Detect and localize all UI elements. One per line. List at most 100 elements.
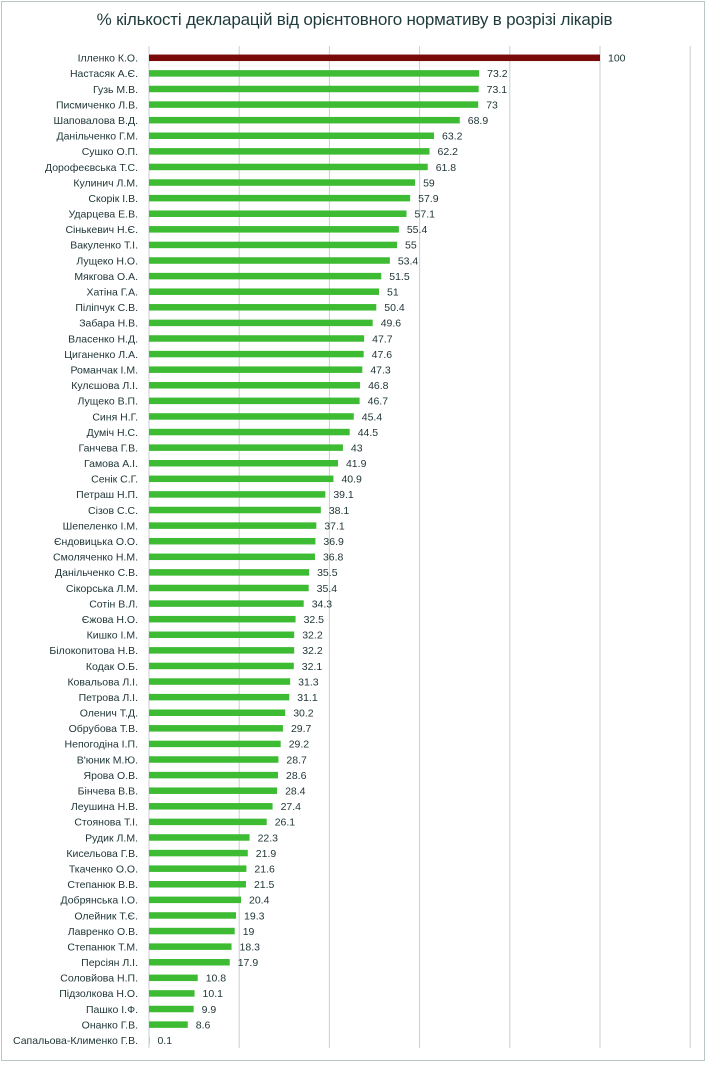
bar xyxy=(149,319,373,327)
value-label: 41.9 xyxy=(346,458,367,470)
value-label: 73.1 xyxy=(487,84,508,96)
value-label: 0.1 xyxy=(157,1035,172,1047)
value-label: 35.4 xyxy=(317,583,338,595)
value-label: 17.9 xyxy=(238,957,259,969)
bars xyxy=(149,54,600,1044)
bar xyxy=(149,725,283,732)
category-label: Непогодіна І.П. xyxy=(65,739,138,751)
category-label: Сотін В.Л. xyxy=(89,598,138,610)
category-label: Вакуленко Т.І. xyxy=(70,240,138,252)
value-label: 47.6 xyxy=(372,349,393,361)
category-label: Ткаченко О.О. xyxy=(69,863,138,875)
bar xyxy=(149,350,364,358)
category-label: Онанко Г.В. xyxy=(82,1019,138,1031)
bar xyxy=(149,553,315,561)
bar xyxy=(149,210,407,217)
category-label: Дорофеєвська Т.С. xyxy=(45,162,138,174)
bar xyxy=(149,272,382,280)
category-label: Єндовицька О.О. xyxy=(54,536,138,548)
value-label: 55 xyxy=(405,240,417,252)
value-label: 38.1 xyxy=(329,505,350,517)
value-label: 22.3 xyxy=(258,832,279,844)
value-label: 32.5 xyxy=(304,614,325,626)
category-label: Мякгова О.А. xyxy=(74,271,138,283)
value-label: 73.2 xyxy=(487,68,508,80)
bar xyxy=(149,662,294,670)
bar xyxy=(149,335,365,342)
category-label: Добрянська І.О. xyxy=(60,895,138,907)
value-label: 27.4 xyxy=(281,801,302,813)
bar xyxy=(149,85,479,93)
value-label: 29.2 xyxy=(289,739,310,751)
bar xyxy=(149,537,316,545)
value-label: 51.5 xyxy=(389,271,410,283)
bar xyxy=(149,1021,188,1028)
value-label: 43 xyxy=(351,442,363,454)
category-label: Підзолкова Н.О. xyxy=(59,988,138,1000)
value-label: 21.9 xyxy=(256,848,277,860)
category-label: Степанюк В.В. xyxy=(67,879,138,891)
value-label: 31.3 xyxy=(298,676,319,688)
bar xyxy=(149,865,247,872)
category-label: Лущеко В.П. xyxy=(78,396,138,408)
value-label: 51 xyxy=(387,287,399,299)
value-label: 44.5 xyxy=(358,427,379,439)
chart-title: % кількості декларацій від орієнтовного … xyxy=(96,10,613,29)
bar xyxy=(149,397,360,405)
value-labels: 100 73.2 73.1 73 68.9 63.2 62.2 61.859 57.9 57.1 5… xyxy=(157,53,625,1047)
bar xyxy=(149,678,291,685)
bar xyxy=(149,226,399,233)
bar xyxy=(149,849,248,857)
category-label: Ганчева Г.В. xyxy=(78,442,138,454)
bar xyxy=(149,958,230,966)
value-label: 32.2 xyxy=(302,645,323,657)
value-label: 37.1 xyxy=(324,520,345,532)
bar xyxy=(149,444,343,451)
value-label: 100 xyxy=(608,53,626,65)
bar xyxy=(149,600,304,607)
bar xyxy=(149,881,246,888)
category-label: Циганенко Л.А. xyxy=(64,349,138,361)
value-label: 28.4 xyxy=(285,786,306,798)
bar xyxy=(149,132,435,140)
value-label: 28.7 xyxy=(286,754,307,766)
bar xyxy=(149,491,326,498)
value-label: 19.3 xyxy=(244,910,265,922)
bar xyxy=(149,818,267,826)
value-label: 47.3 xyxy=(370,364,391,376)
category-label: Хатіна Г.А. xyxy=(86,287,138,299)
bar xyxy=(149,740,281,748)
category-label: Єжова Н.О. xyxy=(82,614,138,626)
category-label: Данільченко С.В. xyxy=(55,567,138,579)
value-label: 40.9 xyxy=(341,474,362,486)
value-label: 10.1 xyxy=(203,988,224,1000)
value-label: 21.5 xyxy=(254,879,275,891)
value-label: 47.7 xyxy=(372,333,393,345)
bar xyxy=(149,304,377,311)
category-label: Синя Н.Г. xyxy=(92,411,138,423)
category-label: Бінчева В.В. xyxy=(78,786,138,798)
bar xyxy=(149,896,242,904)
value-label: 29.7 xyxy=(291,723,312,735)
bar xyxy=(149,148,430,155)
category-label: Данільченко Г.М. xyxy=(56,131,138,143)
bar xyxy=(149,787,278,794)
category-label: Олейник Т.Є. xyxy=(74,910,138,922)
category-label: Сенік С.Г. xyxy=(91,474,138,486)
bar xyxy=(149,382,361,389)
category-label: Петрова Л.І. xyxy=(79,692,138,704)
value-label: 36.9 xyxy=(323,536,344,548)
value-label: 18.3 xyxy=(240,941,261,953)
category-label: Настасяк А.Є. xyxy=(70,68,138,80)
category-label: Власенко Н.Д. xyxy=(68,333,138,345)
bar xyxy=(149,288,380,295)
bar xyxy=(149,709,286,716)
category-label: Сушко О.П. xyxy=(82,146,138,158)
bar xyxy=(149,101,479,108)
category-label: Сізов С.С. xyxy=(88,505,138,517)
value-label: 50.4 xyxy=(384,302,405,314)
value-label: 46.8 xyxy=(368,380,389,392)
category-label: Кулинич Л.М. xyxy=(73,177,138,189)
